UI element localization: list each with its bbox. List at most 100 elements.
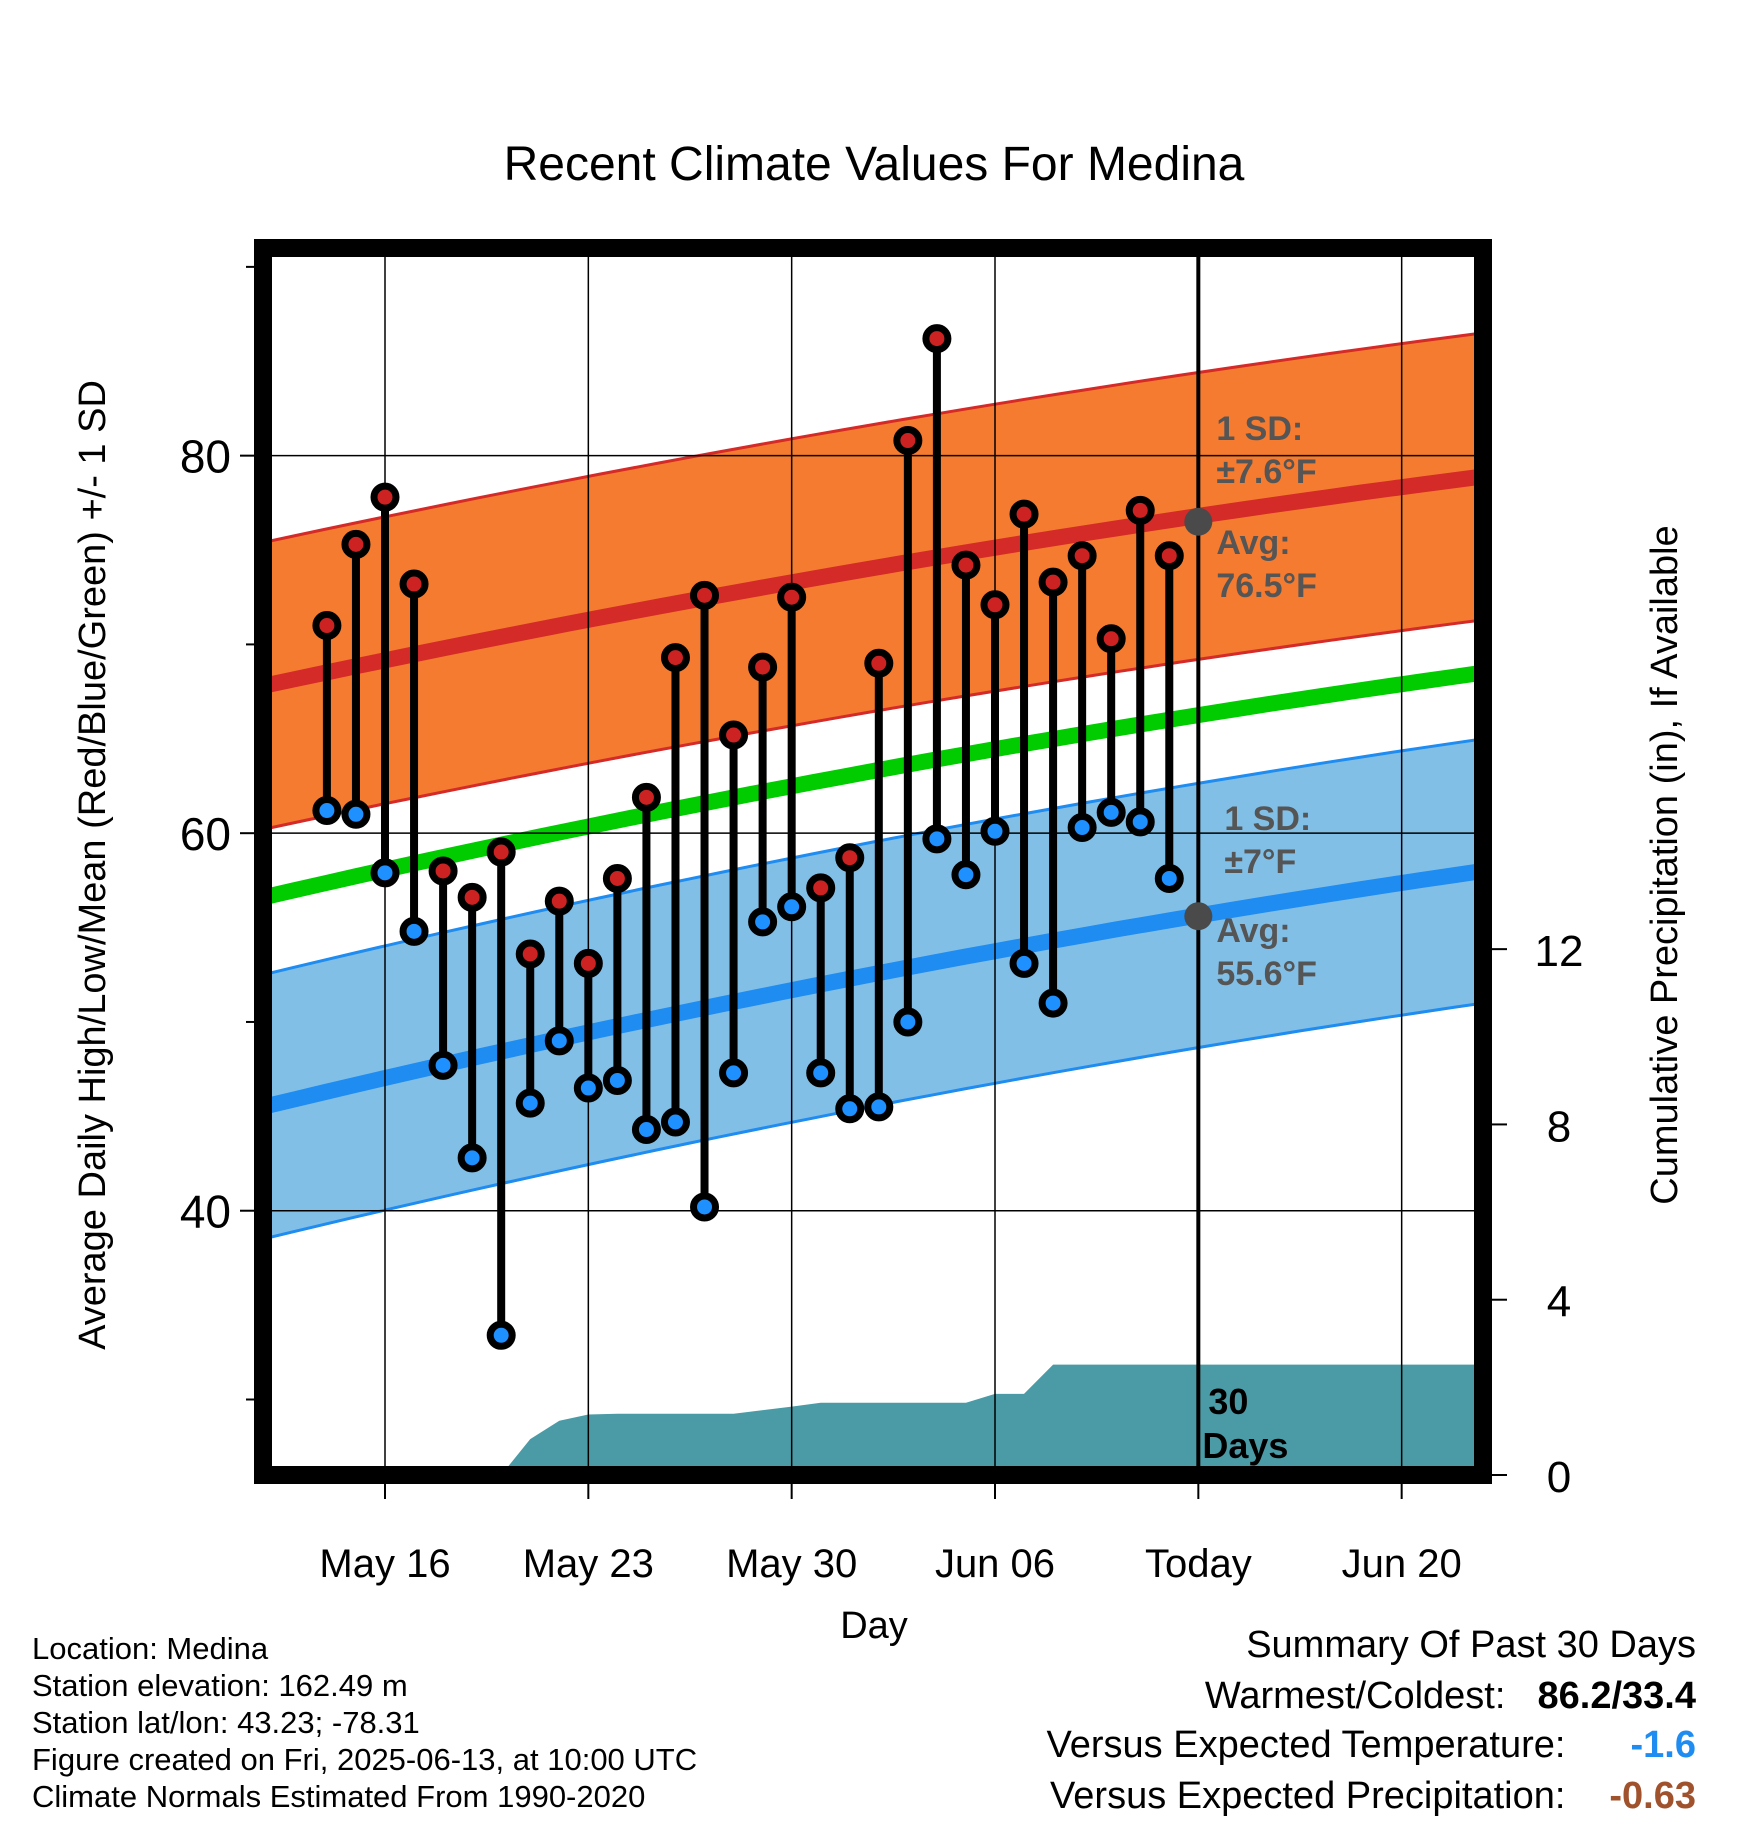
x-tick-label: Today bbox=[1145, 1542, 1252, 1586]
daily-low-point bbox=[1096, 797, 1126, 827]
daily-high-point bbox=[1009, 499, 1039, 529]
daily-high-point bbox=[864, 648, 894, 678]
daily-high-point bbox=[980, 590, 1010, 620]
low-sd-value: ±7°F bbox=[1224, 843, 1296, 881]
daily-high-point bbox=[399, 569, 429, 599]
high-sd-label: 1 SD: bbox=[1216, 410, 1303, 448]
daily-high-point bbox=[719, 720, 749, 750]
summary-warm-cold: Warmest/Coldest: 86.2/33.4 bbox=[1205, 1675, 1696, 1718]
x-axis-label: Day bbox=[840, 1605, 908, 1647]
daily-low-point bbox=[602, 1065, 632, 1095]
high-avg-label: Avg: bbox=[1216, 524, 1290, 562]
daily-high-point bbox=[1038, 567, 1068, 597]
daily-high-point bbox=[1096, 624, 1126, 654]
daily-low-point bbox=[922, 824, 952, 854]
y-tick-label: 60 bbox=[180, 808, 231, 860]
daily-high-point bbox=[660, 643, 690, 673]
daily-low-point bbox=[399, 916, 429, 946]
low-average-line bbox=[263, 862, 1483, 1115]
today-low-avg-marker bbox=[1184, 902, 1213, 931]
today-high-avg-marker bbox=[1184, 507, 1213, 536]
y2-tick-label: 0 bbox=[1547, 1453, 1571, 1502]
plot-frame bbox=[254, 239, 1492, 1484]
daily-low-point bbox=[312, 796, 342, 826]
y2-tick-label: 4 bbox=[1547, 1278, 1571, 1327]
warm-cold-value: 86.2/33.4 bbox=[1537, 1675, 1696, 1717]
daily-low-point bbox=[748, 907, 778, 937]
daily-low-point bbox=[1125, 807, 1155, 837]
x-tick-label: Jun 06 bbox=[935, 1542, 1055, 1586]
period-label-number: 30 bbox=[1208, 1381, 1248, 1422]
daily-low-point bbox=[428, 1050, 458, 1080]
daily-low-point bbox=[341, 799, 371, 829]
precip-value: -0.63 bbox=[1609, 1775, 1696, 1817]
daily-high-point bbox=[457, 882, 487, 912]
daily-high-point bbox=[1125, 495, 1155, 525]
precipitation-area bbox=[501, 1364, 1483, 1475]
daily-high-point bbox=[631, 782, 661, 812]
daily-low-point bbox=[1154, 863, 1184, 893]
low-sd-band bbox=[263, 738, 1483, 1239]
x-tick-label: May 23 bbox=[523, 1542, 654, 1586]
summary-precip: Versus Expected Precipitation: -0.63 bbox=[1050, 1775, 1696, 1818]
summary-title: Summary Of Past 30 Days bbox=[1246, 1624, 1696, 1666]
low-sd-label: 1 SD: bbox=[1224, 800, 1311, 838]
y-tick-label: 40 bbox=[180, 1186, 231, 1238]
daily-low-point bbox=[1009, 948, 1039, 978]
daily-low-point bbox=[980, 816, 1010, 846]
high-band-lower-edge bbox=[263, 618, 1483, 831]
daily-low-point bbox=[631, 1115, 661, 1145]
high-band-upper-edge bbox=[263, 331, 1483, 544]
daily-low-point bbox=[573, 1073, 603, 1103]
station-location: Location: Medina bbox=[32, 1631, 269, 1666]
station-elevation: Station elevation: 162.49 m bbox=[32, 1668, 408, 1703]
daily-low-point bbox=[777, 892, 807, 922]
daily-low-point bbox=[951, 860, 981, 890]
x-tick-label: Jun 20 bbox=[1342, 1542, 1462, 1586]
high-sd-band bbox=[263, 332, 1483, 830]
daily-high-point bbox=[370, 482, 400, 512]
high-avg-value: 76.5°F bbox=[1216, 567, 1317, 605]
high-sd-value: ±7.6°F bbox=[1216, 453, 1316, 491]
plot-clip-group bbox=[263, 331, 1483, 1475]
y2-axis-label: Cumulative Precipitation (in), If Availa… bbox=[1644, 525, 1686, 1204]
daily-low-point bbox=[893, 1007, 923, 1037]
low-band-upper-edge bbox=[263, 737, 1483, 977]
daily-high-point bbox=[806, 873, 836, 903]
y-tick-label: 80 bbox=[180, 431, 231, 483]
y-axis-label: Average Daily High/Low/Mean (Red/Blue/Gr… bbox=[72, 380, 114, 1350]
summary-temp: Versus Expected Temperature: -1.6 bbox=[1047, 1724, 1696, 1767]
daily-high-point bbox=[1067, 541, 1097, 571]
daily-low-point bbox=[835, 1094, 865, 1124]
daily-high-point bbox=[777, 582, 807, 612]
daily-high-point bbox=[428, 856, 458, 886]
daily-low-point bbox=[719, 1058, 749, 1088]
high-average-line bbox=[263, 468, 1483, 694]
low-avg-label: Avg: bbox=[1216, 912, 1290, 950]
normals-period: Climate Normals Estimated From 1990-2020 bbox=[32, 1779, 646, 1814]
warm-cold-label: Warmest/Coldest: bbox=[1204, 1675, 1506, 1717]
figure-created: Figure created on Fri, 2025-06-13, at 10… bbox=[32, 1742, 698, 1777]
daily-low-point bbox=[457, 1143, 487, 1173]
daily-high-point bbox=[515, 939, 545, 969]
daily-low-point bbox=[660, 1107, 690, 1137]
daily-high-point bbox=[690, 580, 720, 610]
x-tick-label: May 16 bbox=[319, 1542, 450, 1586]
daily-high-point bbox=[835, 843, 865, 873]
daily-high-point bbox=[544, 886, 574, 916]
daily-high-point bbox=[573, 948, 603, 978]
daily-high-point bbox=[893, 426, 923, 456]
daily-high-point bbox=[748, 652, 778, 682]
daily-low-point bbox=[370, 858, 400, 888]
daily-low-point bbox=[1038, 988, 1068, 1018]
chart-title: Recent Climate Values For Medina bbox=[504, 138, 1245, 191]
station-latlon: Station lat/lon: 43.23; -78.31 bbox=[32, 1705, 420, 1740]
y2-tick-label: 8 bbox=[1547, 1102, 1571, 1151]
daily-high-point bbox=[922, 324, 952, 354]
plot-area: 1 SD: ±7.6°F Avg: 76.5°F 1 SD: ±7°F Avg: 55.6°F… bbox=[180, 239, 1583, 1586]
precip-label: Versus Expected Precipitation: bbox=[1050, 1775, 1566, 1817]
daily-low-point bbox=[544, 1026, 574, 1056]
daily-low-point bbox=[806, 1058, 836, 1088]
daily-low-point bbox=[690, 1192, 720, 1222]
